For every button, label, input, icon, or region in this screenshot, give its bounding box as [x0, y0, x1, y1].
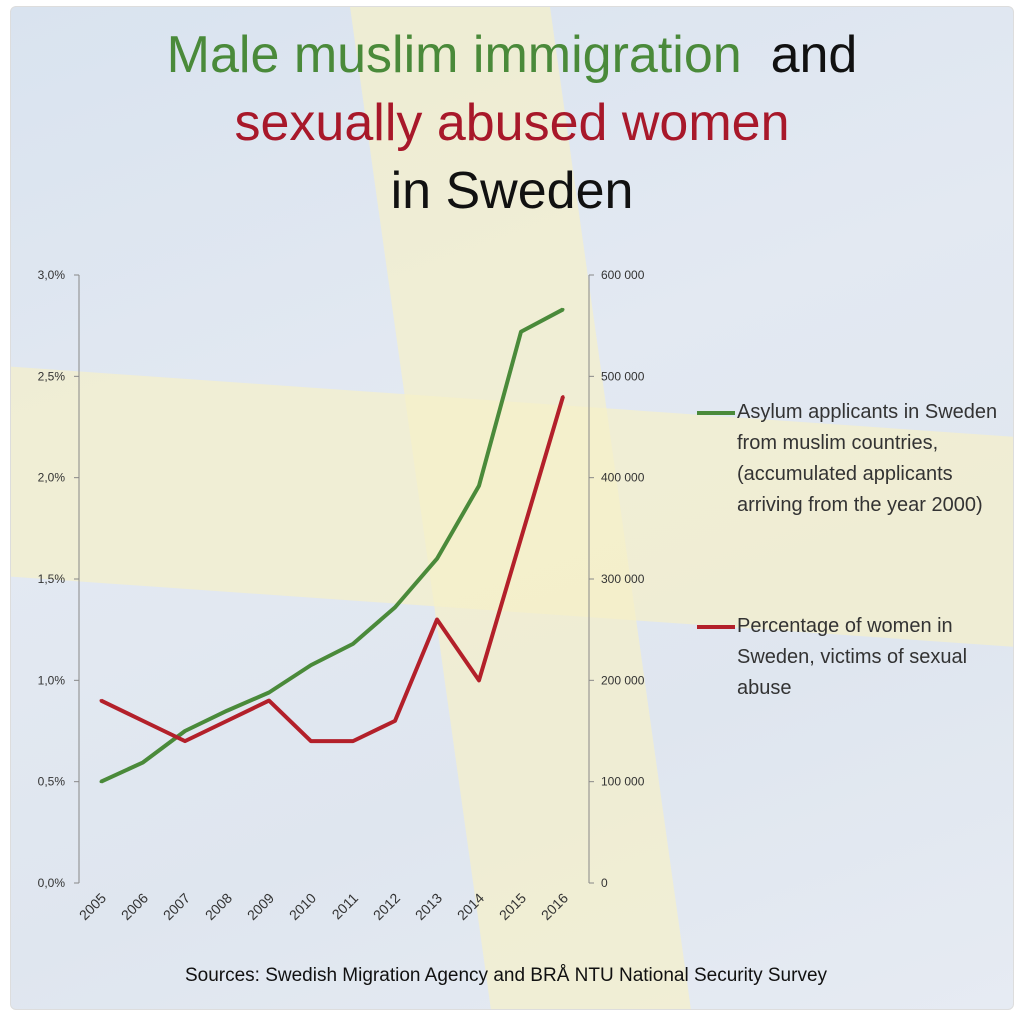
data-point-green: [561, 307, 565, 311]
legend-swatch-green: [697, 411, 735, 415]
x-tick-label: 2005: [76, 890, 109, 923]
data-point-green: [141, 760, 145, 764]
x-tick-label: 2008: [202, 890, 235, 923]
left-tick-label: 2,0%: [38, 471, 66, 485]
title-part-and: and: [770, 26, 858, 84]
data-point-green: [519, 330, 523, 334]
title-part-red: sexually abused women: [234, 94, 790, 152]
data-point-red: [309, 739, 313, 743]
data-point-red: [183, 739, 187, 743]
title-part-location: in Sweden: [390, 162, 634, 220]
left-tick-label: 1,0%: [38, 673, 66, 687]
title-part-green: Male muslim immigration: [166, 26, 742, 84]
right-tick-label: 500 000: [601, 369, 645, 383]
x-tick-label: 2007: [160, 890, 193, 923]
x-tick-label: 2012: [370, 890, 403, 923]
legend-swatch-red: [697, 625, 735, 629]
left-tick-label: 1,5%: [38, 572, 66, 586]
chart-frame: Male muslim immigration and sexually abu…: [10, 6, 1014, 1010]
right-tick-label: 200 000: [601, 673, 645, 687]
right-tick-label: 400 000: [601, 471, 645, 485]
x-tick-label: 2010: [286, 890, 319, 923]
left-tick-label: 0,0%: [38, 876, 66, 890]
series-line-red: [100, 396, 565, 744]
data-point-red: [519, 536, 523, 540]
data-point-red: [477, 678, 481, 682]
left-tick-label: 3,0%: [38, 268, 66, 282]
data-point-green: [225, 709, 229, 713]
x-tick-label: 2011: [329, 890, 362, 923]
left-tick-label: 2,5%: [38, 369, 66, 383]
right-tick-label: 600 000: [601, 268, 645, 282]
data-point-green: [99, 780, 103, 784]
left-tick-label: 0,5%: [38, 775, 66, 789]
x-tick-label: 2006: [118, 890, 151, 923]
x-tick-label: 2013: [412, 890, 445, 923]
x-tick-label: 2014: [454, 890, 487, 923]
right-tick-label: 100 000: [601, 775, 645, 789]
right-tick-label: 0: [601, 876, 608, 890]
data-point-green: [435, 557, 439, 561]
data-point-green: [477, 484, 481, 488]
data-point-red: [561, 395, 565, 399]
data-point-red: [225, 719, 229, 723]
data-point-red: [99, 699, 103, 703]
source-note: Sources: Swedish Migration Agency and BR…: [184, 965, 828, 986]
x-tick-label: 2016: [538, 890, 571, 923]
data-point-red: [141, 719, 145, 723]
data-point-green: [351, 642, 355, 646]
legend-label-green: Asylum applicants in Sweden from muslim …: [737, 401, 998, 516]
data-point-red: [393, 719, 397, 723]
legend-item-green: Asylum applicants in Sweden from muslim …: [697, 397, 1002, 521]
data-point-green: [183, 729, 187, 733]
chart-title: Male muslim immigration and sexually abu…: [11, 21, 1013, 225]
data-point-red: [435, 618, 439, 622]
data-point-green: [309, 663, 313, 667]
data-point-red: [351, 739, 355, 743]
data-point-green: [267, 690, 271, 694]
data-point-red: [267, 699, 271, 703]
plot-area: 0,0% 0 0,5% 100 000 1,0% 200 000 1,5% 300 000 2,…: [38, 268, 645, 923]
x-tick-label: 2009: [244, 890, 277, 923]
x-tick-label: 2015: [496, 890, 529, 923]
legend-item-red: Percentage of women in Sweden, victims o…: [697, 611, 1002, 704]
series-line-green: [100, 307, 564, 784]
legend-label-red: Percentage of women in Sweden, victims o…: [737, 615, 968, 699]
right-tick-label: 300 000: [601, 572, 645, 586]
data-point-green: [393, 605, 397, 609]
